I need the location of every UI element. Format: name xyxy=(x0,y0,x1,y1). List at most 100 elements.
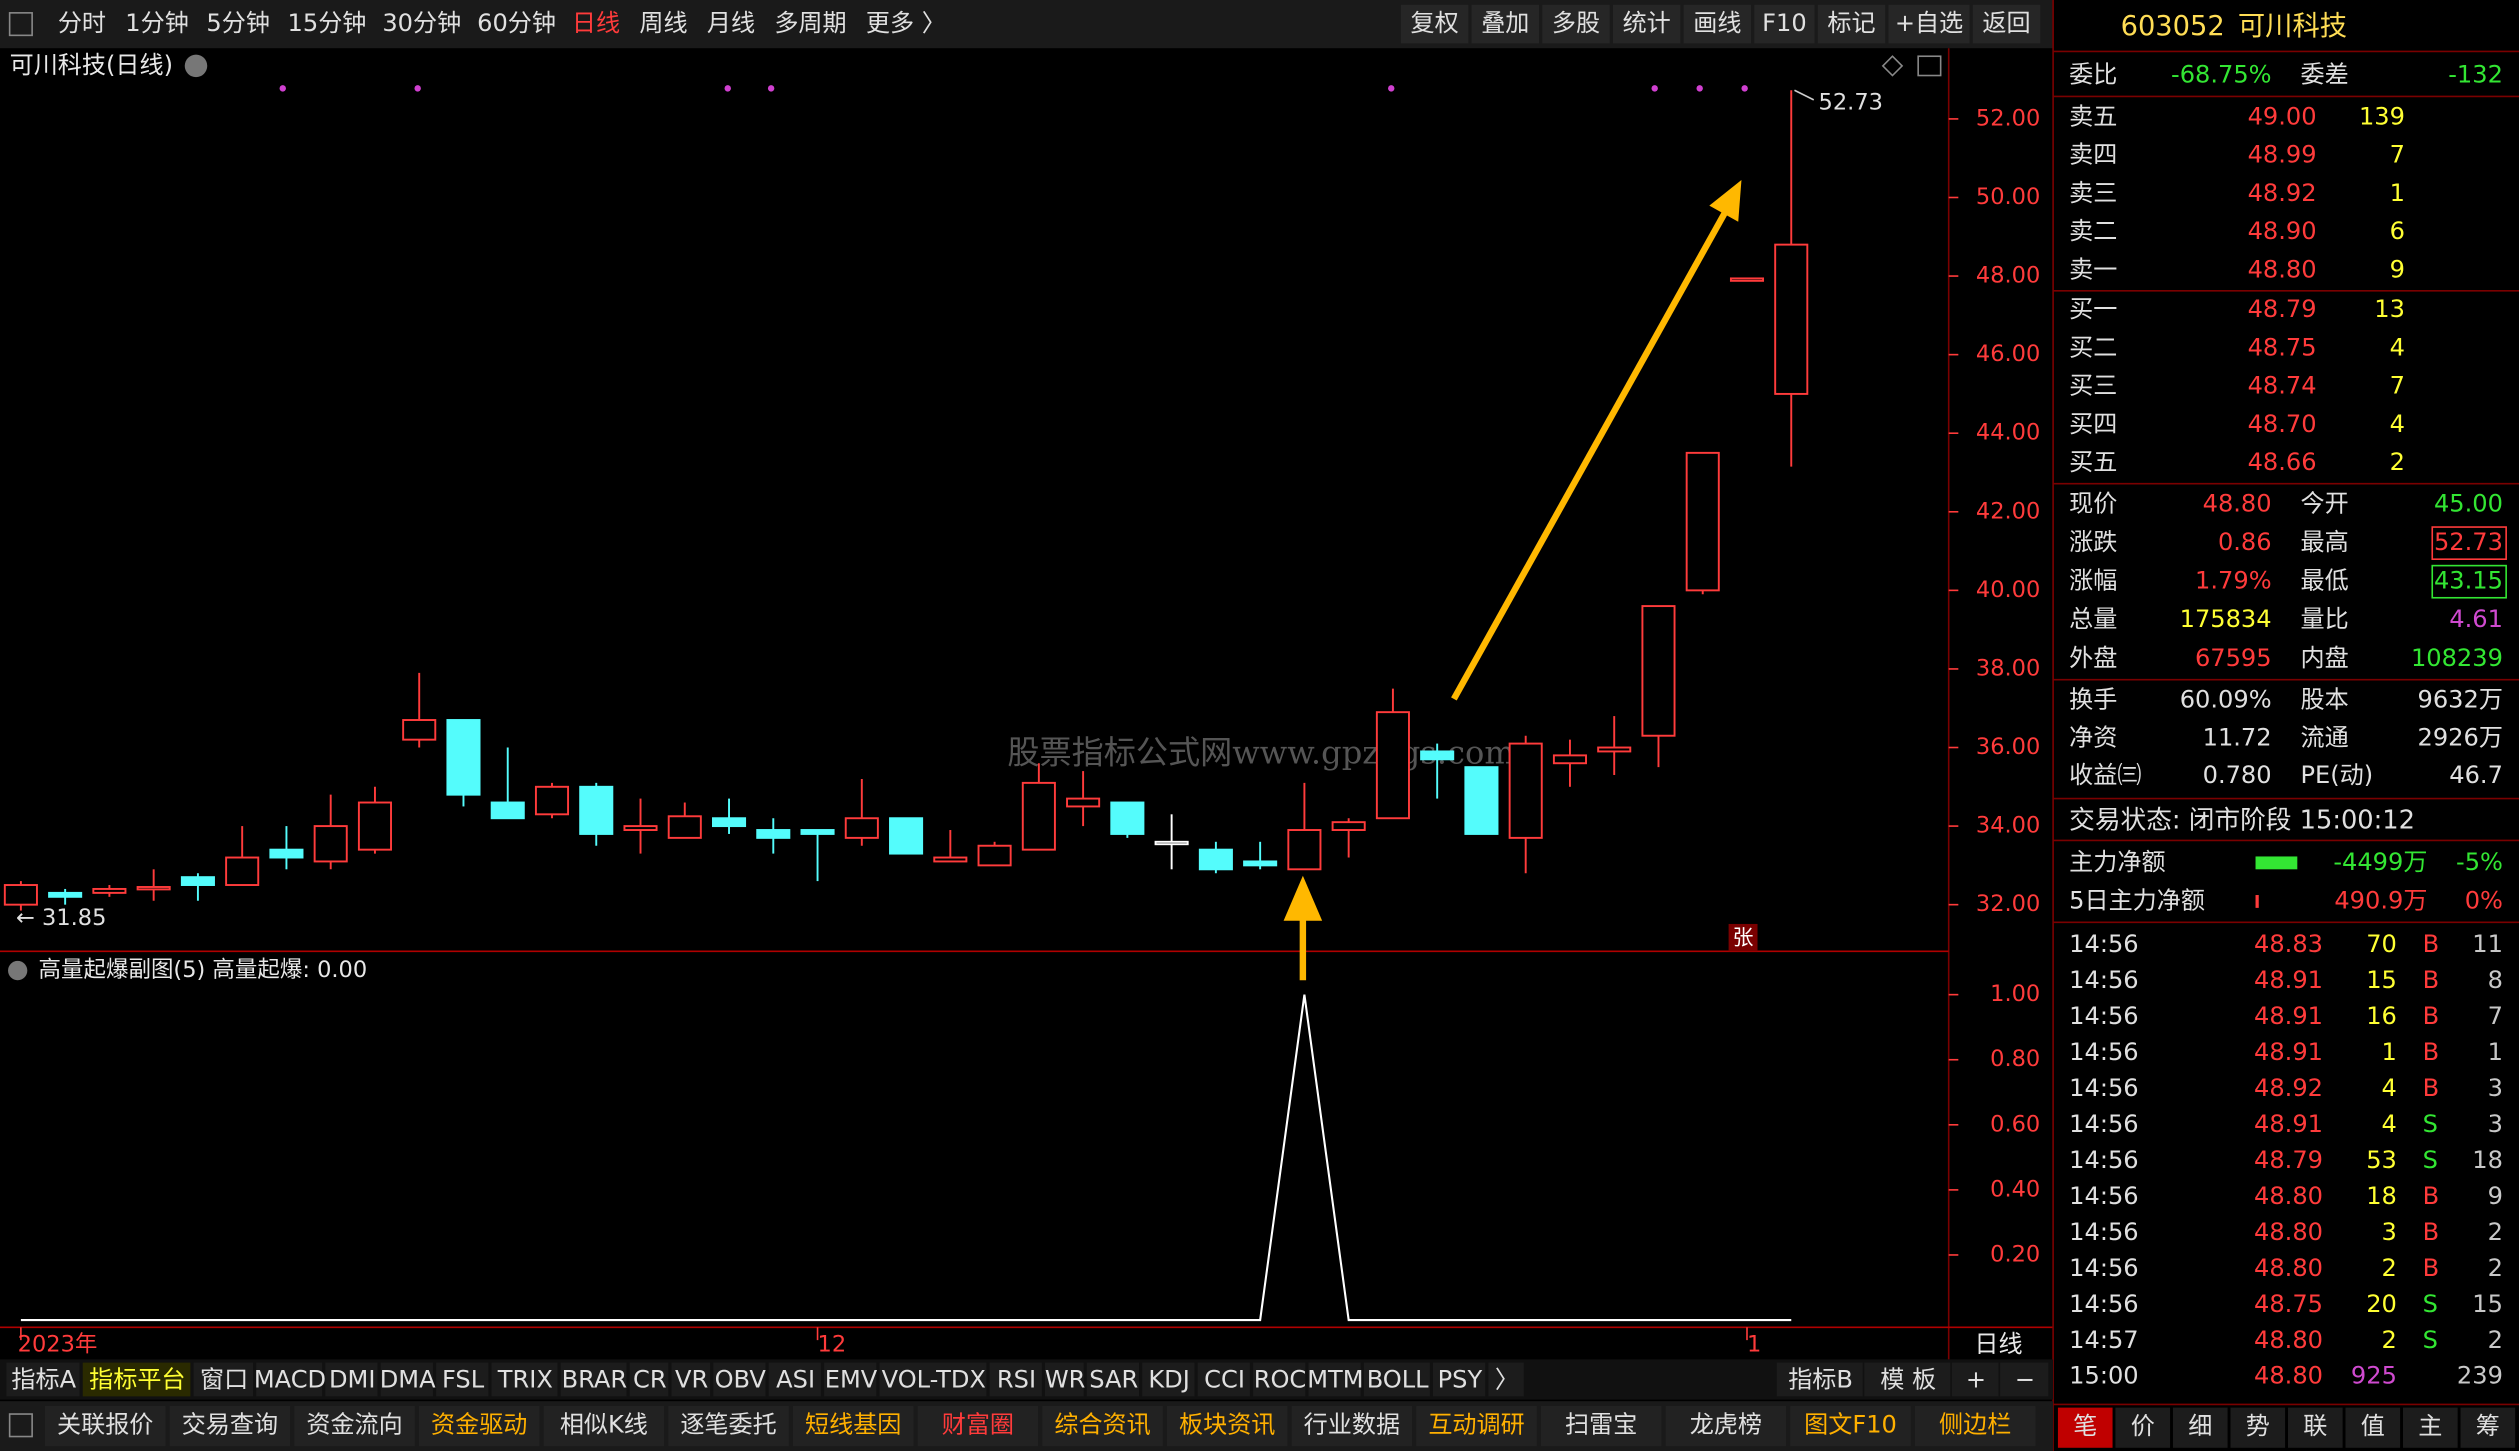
indicator-tab[interactable]: − xyxy=(2015,1365,2035,1393)
toolbar-item[interactable]: 1分钟 xyxy=(125,9,189,37)
indicator-tab[interactable]: + xyxy=(1966,1365,1986,1393)
indicator-tab[interactable]: KDJ xyxy=(1148,1365,1189,1393)
panel-tab-label[interactable]: 势 xyxy=(2246,1412,2270,1440)
toolbar-item[interactable]: 周线 xyxy=(639,9,687,37)
indicator-tab[interactable]: BOLL xyxy=(1367,1365,1429,1393)
tick-price: 48.79 xyxy=(2254,1146,2323,1174)
bottom-tab-label[interactable]: 资金驱动 xyxy=(431,1410,527,1438)
indicator-tab[interactable]: 窗口 xyxy=(200,1365,248,1393)
bottom-tab-label[interactable]: 行业数据 xyxy=(1304,1410,1400,1438)
indicator-tab[interactable]: VR xyxy=(675,1365,708,1393)
tick-time: 14:57 xyxy=(2069,1326,2138,1354)
indicator-tab[interactable]: TRIX xyxy=(497,1365,553,1393)
bottom-tab-label[interactable]: 财富圈 xyxy=(942,1410,1014,1438)
field-value: 11.72 xyxy=(2203,723,2272,751)
toolbar-button-label[interactable]: 画线 xyxy=(1693,9,1741,37)
bottom-tab-label[interactable]: 交易查询 xyxy=(182,1410,278,1438)
tab xyxy=(560,1362,627,1397)
indicator-tab[interactable]: CCI xyxy=(1204,1365,1245,1393)
tick-volume: 2 xyxy=(2382,1326,2397,1354)
toolbar-button-label[interactable]: 多股 xyxy=(1552,9,1600,37)
toolbar-item[interactable]: 日线 xyxy=(572,9,620,37)
panel-tab-label[interactable]: 主 xyxy=(2418,1412,2442,1440)
indicator-tab[interactable]: DMA xyxy=(380,1365,436,1393)
bottom-tab-label[interactable]: 逐笔委托 xyxy=(680,1410,776,1438)
bottom-tab xyxy=(1166,1406,1288,1447)
field-label: 涨幅 xyxy=(2069,567,2117,595)
indicator-tab[interactable]: BRAR xyxy=(562,1365,628,1393)
y-tick-label: 44.00 xyxy=(1976,420,2040,446)
indicator-tab[interactable]: FSL xyxy=(442,1365,485,1393)
toolbar-button-label[interactable]: F10 xyxy=(1762,9,1807,37)
field-label: 现价 xyxy=(2069,490,2117,518)
panel-tab-label[interactable]: 笔 xyxy=(2073,1412,2097,1440)
toolbar-item[interactable]: 分时 xyxy=(58,9,106,37)
indicator-tab[interactable]: OBV xyxy=(715,1365,767,1393)
toolbar-item[interactable]: 月线 xyxy=(707,9,755,37)
toolbar-item[interactable]: 多周期 xyxy=(774,9,846,37)
candle-body xyxy=(490,801,525,820)
indicator-tab[interactable]: WR xyxy=(1045,1365,1086,1393)
field-label: 总量 xyxy=(2069,605,2117,633)
tick-price: 48.91 xyxy=(2254,1110,2323,1138)
toolbar-button xyxy=(1471,4,1540,44)
dropdown-icon[interactable] xyxy=(8,960,28,981)
bottom-tab-label[interactable]: 关联报价 xyxy=(57,1410,153,1438)
indicator-tab[interactable]: CR xyxy=(633,1365,667,1393)
panel-tab-label[interactable]: 细 xyxy=(2188,1412,2212,1440)
panel-tab-label[interactable]: 筹 xyxy=(2476,1412,2500,1440)
toolbar-item[interactable]: 30分钟 xyxy=(382,9,461,37)
panel-tab-label[interactable]: 值 xyxy=(2361,1412,2385,1440)
bottom-tab-label[interactable]: 短线基因 xyxy=(805,1410,901,1438)
field-value: 45.00 xyxy=(2434,490,2503,518)
bottom-tab-label[interactable]: 侧边栏 xyxy=(1939,1410,2011,1438)
indicator-tab[interactable]: ROC xyxy=(1254,1365,1307,1393)
indicator-tab[interactable]: 指标A xyxy=(11,1365,76,1393)
indicator-tab[interactable]: MACD xyxy=(254,1365,326,1393)
indicator-tab[interactable]: 模 板 xyxy=(1880,1365,1936,1393)
tick-side: S xyxy=(2423,1290,2438,1318)
toolbar-item[interactable]: 5分钟 xyxy=(206,9,270,37)
toolbar-button-label[interactable]: +自选 xyxy=(1895,9,1963,37)
bottom-tab-label[interactable]: 互动调研 xyxy=(1428,1410,1524,1438)
indicator-tab[interactable]: ASI xyxy=(776,1365,815,1393)
toolbar-button-label[interactable]: 标记 xyxy=(1827,9,1875,37)
toolbar-button-label[interactable]: 统计 xyxy=(1623,9,1671,37)
indicator-tab[interactable]: RSI xyxy=(997,1365,1036,1393)
toolbar-button-label[interactable]: 叠加 xyxy=(1481,9,1529,37)
dropdown-icon[interactable] xyxy=(184,54,208,78)
panel-tab-label[interactable]: 联 xyxy=(2303,1412,2327,1440)
tick-time: 15:00 xyxy=(2069,1362,2138,1390)
tick-price: 48.92 xyxy=(2254,1074,2323,1102)
indicator-tab[interactable]: 指标平台 xyxy=(89,1365,185,1393)
badge-bg xyxy=(1728,923,1758,952)
bottom-tab-label[interactable]: 资金流向 xyxy=(306,1410,402,1438)
toolbar-button-label[interactable]: 返回 xyxy=(1982,9,2030,37)
toolbar-item[interactable]: 60分钟 xyxy=(477,9,556,37)
bottom-tab-label[interactable]: 板块资讯 xyxy=(1179,1410,1275,1438)
book-price: 48.74 xyxy=(2248,372,2317,400)
toolbar-item[interactable]: 15分钟 xyxy=(288,9,367,37)
indicator-tab[interactable]: 指标B xyxy=(1788,1365,1853,1393)
field-value: -132 xyxy=(2448,61,2503,89)
indicator-tab[interactable]: 〉 xyxy=(1495,1365,1519,1393)
bottom-tab-label[interactable]: 图文F10 xyxy=(1804,1410,1897,1438)
bottom-tab-label[interactable]: 综合资讯 xyxy=(1054,1410,1150,1438)
bottom-tab-label[interactable]: 龙虎榜 xyxy=(1690,1410,1762,1438)
tick-count: 1 xyxy=(2488,1038,2503,1066)
tick-time: 14:56 xyxy=(2069,966,2138,994)
indicator-tab[interactable]: PSY xyxy=(1438,1365,1483,1393)
bottom-tab xyxy=(418,1406,540,1447)
bottom-tab-label[interactable]: 扫雷宝 xyxy=(1565,1410,1637,1438)
toolbar-item[interactable]: 更多 〉 xyxy=(866,9,946,37)
tick-time: 14:56 xyxy=(2069,1218,2138,1246)
bottom-tab-label[interactable]: 相似K线 xyxy=(560,1410,648,1438)
toolbar-button-label[interactable]: 复权 xyxy=(1411,9,1459,37)
indicator-tab[interactable]: EMV xyxy=(825,1365,878,1393)
indicator-tab[interactable]: MTM xyxy=(1307,1365,1363,1393)
indicator-tab[interactable]: DMI xyxy=(329,1365,375,1393)
panel-tab-label[interactable]: 价 xyxy=(2131,1412,2155,1440)
indicator-tab[interactable]: VOL-TDX xyxy=(882,1365,986,1393)
indicator-tab[interactable]: SAR xyxy=(1089,1365,1138,1393)
